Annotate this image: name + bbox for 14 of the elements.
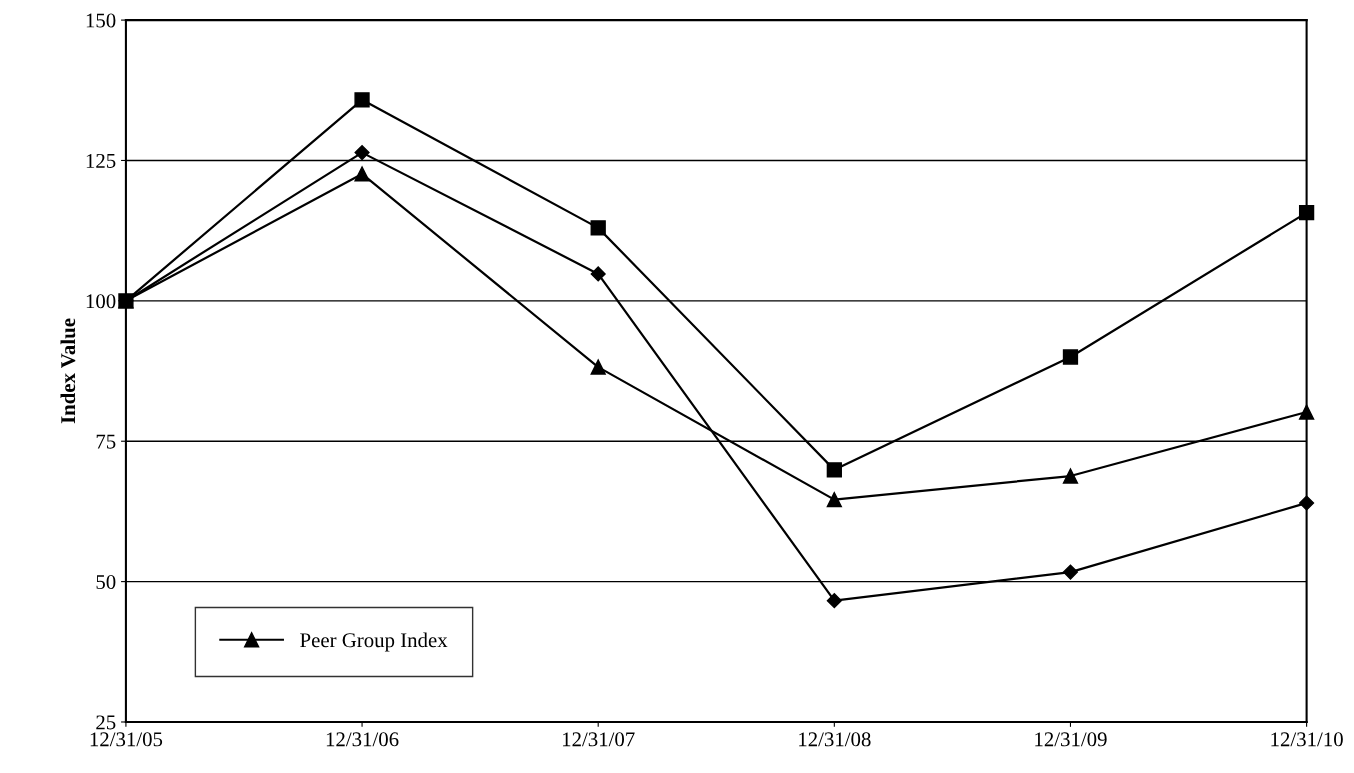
y-tick-label: 125 bbox=[86, 153, 116, 168]
y-tick-label: 100 bbox=[86, 294, 116, 309]
y-tick-label: 25 bbox=[96, 715, 116, 730]
y-axis-title: Index Value bbox=[60, 318, 76, 424]
x-tick-label: 12/31/07 bbox=[562, 732, 635, 747]
y-tick-label: 75 bbox=[96, 434, 116, 449]
x-tick-label: 12/31/08 bbox=[799, 732, 871, 747]
y-tick-label: 50 bbox=[96, 574, 116, 590]
x-tick-label: 12/31/05 bbox=[90, 732, 163, 747]
x-tick-label: 12/31/06 bbox=[326, 732, 399, 747]
legend-label: Peer Group Index bbox=[300, 632, 448, 652]
x-tick-label: 12/31/09 bbox=[1035, 732, 1107, 747]
y-tick-label: 150 bbox=[86, 13, 116, 28]
x-tick-label: 12/31/10 bbox=[1271, 732, 1343, 747]
